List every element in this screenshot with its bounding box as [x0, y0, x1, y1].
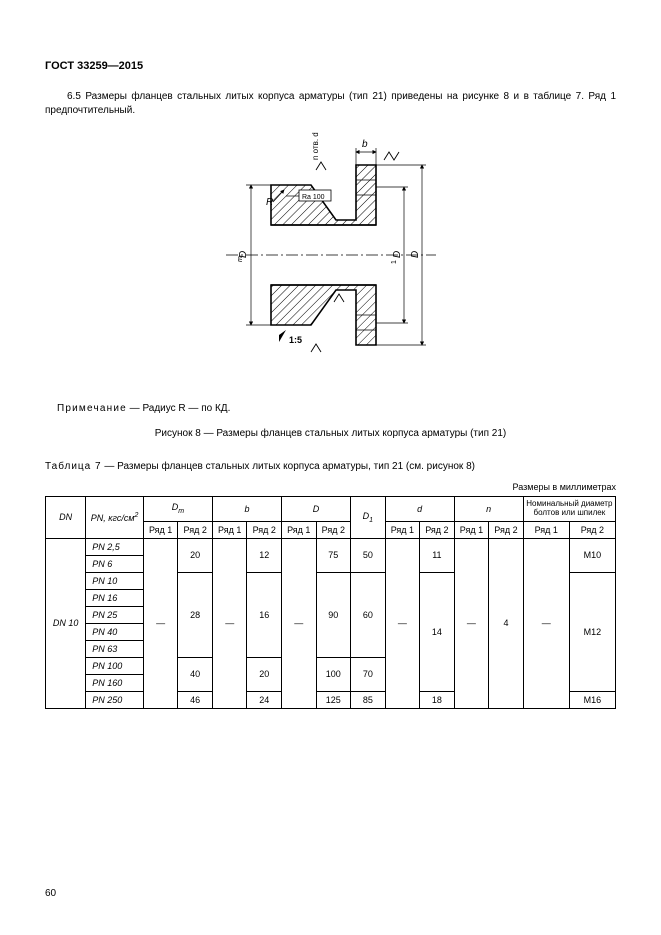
col-b: b — [212, 497, 281, 522]
col-d: d — [385, 497, 454, 522]
ra-label: Ra 100 — [302, 194, 325, 201]
col-dn: DN — [46, 497, 86, 539]
svg-text:m: m — [237, 256, 244, 262]
n-holes-label: n отв. d — [311, 132, 320, 160]
cell-dm-r1: — — [143, 538, 178, 708]
cell-D-r2-d: 125 — [316, 691, 351, 708]
slope-label: 1:5 — [289, 335, 302, 345]
cell-pn: PN 10 — [86, 572, 144, 589]
cell-pn: PN 25 — [86, 606, 144, 623]
cell-dm-r2-a: 20 — [178, 538, 213, 572]
cell-dm-r2-b: 28 — [178, 572, 213, 657]
cell-b-r2-c: 20 — [247, 657, 282, 691]
svg-text:1: 1 — [391, 260, 398, 264]
cell-D1-b: 60 — [351, 572, 386, 657]
cell-D-r2-a: 75 — [316, 538, 351, 572]
col-pn: PN, кгс/см2 — [86, 497, 144, 539]
col-D1: D1 — [351, 497, 386, 539]
r-label: R — [266, 197, 273, 208]
n-r1: Ряд 1 — [454, 521, 489, 538]
cell-d-r2-a: 11 — [420, 538, 455, 572]
cell-pn: PN 63 — [86, 640, 144, 657]
cell-D-r2-b: 90 — [316, 572, 351, 657]
cell-D1-c: 70 — [351, 657, 386, 691]
figure-note: Примечание — Радиус R — по КД. — [57, 403, 616, 414]
table-title-text: — Размеры фланцев стальных литых корпуса… — [102, 461, 475, 472]
dm-r1: Ряд 1 — [143, 521, 178, 538]
cell-d-r1: — — [385, 538, 420, 708]
cell-dm-r2-d: 46 — [178, 691, 213, 708]
d-r2: Ряд 2 — [420, 521, 455, 538]
cell-b-r1: — — [212, 538, 247, 708]
cell-D-r2-c: 100 — [316, 657, 351, 691]
figure-caption: Рисунок 8 — Размеры фланцев стальных лит… — [45, 428, 616, 439]
page-number: 60 — [45, 888, 56, 899]
cell-b-r2-d: 24 — [247, 691, 282, 708]
figure-8-drawing: b Ra 100 R n отв. d 1:5 D m — [216, 130, 446, 383]
note-text: — Радиус R — по КД. — [127, 403, 230, 414]
units-note: Размеры в миллиметрах — [45, 482, 616, 492]
cell-n-r1: — — [454, 538, 489, 708]
svg-text:D: D — [410, 251, 421, 258]
cell-b-r2-b: 16 — [247, 572, 282, 657]
cell-pn: PN 6 — [86, 555, 144, 572]
nom-r1: Ряд 1 — [523, 521, 569, 538]
col-nom: Номинальный диаметр болтов или шпилек — [523, 497, 615, 522]
figure-8-container: b Ra 100 R n отв. d 1:5 D m — [45, 130, 616, 383]
cell-b-r2-a: 12 — [247, 538, 282, 572]
svg-text:D: D — [392, 251, 403, 258]
cell-pn: PN 160 — [86, 674, 144, 691]
cell-pn: PN 16 — [86, 589, 144, 606]
n-r2: Ряд 2 — [489, 521, 524, 538]
cell-dn: DN 10 — [46, 538, 86, 708]
cell-pn: PN 2,5 — [86, 538, 144, 555]
cell-D1-a: 50 — [351, 538, 386, 572]
dim-b-label: b — [362, 139, 368, 150]
cell-d-r2-b: 14 — [420, 572, 455, 691]
table-7-title: Таблица 7 — Размеры фланцев стальных лит… — [45, 461, 616, 472]
cell-D1-d: 85 — [351, 691, 386, 708]
D-r2: Ряд 2 — [316, 521, 351, 538]
cell-dm-r2-c: 40 — [178, 657, 213, 691]
D-r1: Ряд 1 — [282, 521, 317, 538]
paragraph-6-5: 6.5 Размеры фланцев стальных литых корпу… — [45, 90, 616, 118]
cell-n-r2: 4 — [489, 538, 524, 708]
table-label: Таблица 7 — [45, 461, 102, 472]
cell-nom-r1: — — [523, 538, 569, 708]
col-dm: Dm — [143, 497, 212, 522]
cell-pn: PN 100 — [86, 657, 144, 674]
cell-nom-r2-b: M12 — [569, 572, 615, 691]
nom-r2: Ряд 2 — [569, 521, 615, 538]
note-label: Примечание — [57, 403, 127, 414]
cell-nom-r2-a: M10 — [569, 538, 615, 572]
cell-d-r2-c: 18 — [420, 691, 455, 708]
table-row: DN 10 PN 2,5 — 20 — 12 — 75 50 — 11 — 4 … — [46, 538, 616, 555]
cell-pn: PN 40 — [86, 623, 144, 640]
b-r1: Ряд 1 — [212, 521, 247, 538]
table-7: DN PN, кгс/см2 Dm b D D1 d n Номинальный… — [45, 496, 616, 709]
standard-header: ГОСТ 33259—2015 — [45, 60, 616, 72]
col-D: D — [282, 497, 351, 522]
col-n: n — [454, 497, 523, 522]
cell-D-r1: — — [282, 538, 317, 708]
table-header-row-1: DN PN, кгс/см2 Dm b D D1 d n Номинальный… — [46, 497, 616, 522]
dm-r2: Ряд 2 — [178, 521, 213, 538]
b-r2: Ряд 2 — [247, 521, 282, 538]
cell-pn: PN 250 — [86, 691, 144, 708]
d-r1: Ряд 1 — [385, 521, 420, 538]
cell-nom-r2-c: M16 — [569, 691, 615, 708]
